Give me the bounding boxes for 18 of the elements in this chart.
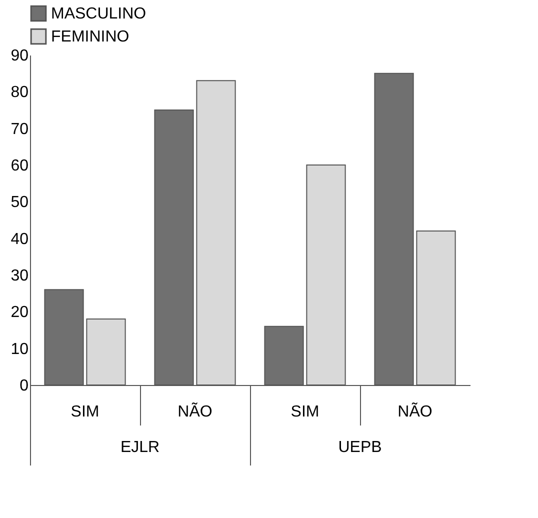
y-tick-label: 50 (10, 194, 29, 212)
x-tick-label: SIM (290, 404, 320, 420)
x-tick-label: NÃO (178, 402, 212, 420)
legend-label: FEMININO (51, 28, 130, 46)
y-tick-label: 60 (10, 158, 29, 174)
y-tick-label: 80 (10, 84, 29, 102)
x-tick-label: NÃO (398, 402, 432, 420)
y-tick-label: 0 (20, 378, 29, 394)
y-tick-label: 90 (10, 48, 29, 64)
y-tick-label: 20 (10, 304, 29, 322)
text: EJLR (120, 439, 160, 456)
x-tick-label: SIM (70, 404, 100, 420)
y-tick-label: 40 (10, 230, 29, 248)
y-tick-label: 70 (10, 120, 29, 138)
text: UEPB (338, 439, 382, 456)
y-tick-label: 30 (10, 268, 29, 284)
y-tick-label: 10 (10, 340, 29, 358)
legend-label: MASCULINO (51, 6, 146, 22)
